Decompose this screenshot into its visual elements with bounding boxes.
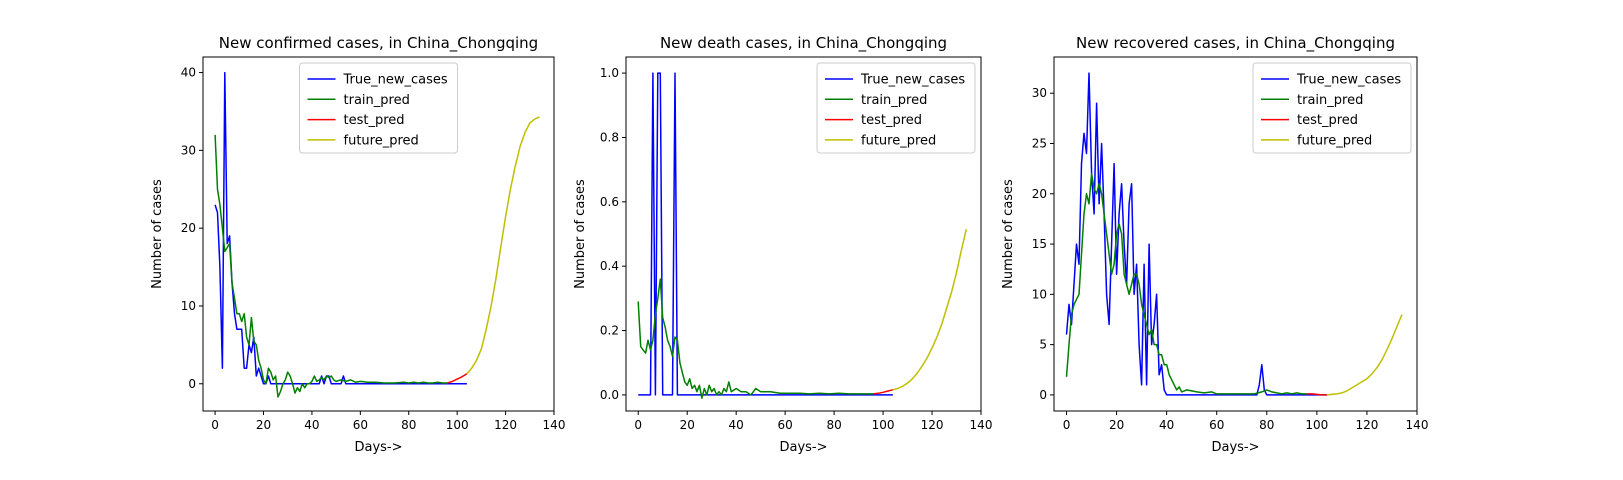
y-tick-label: 5 bbox=[1039, 338, 1047, 352]
series-line-future-pred bbox=[1326, 314, 1403, 396]
legend-entry: True_new_cases bbox=[343, 73, 448, 88]
y-tick-label: 30 bbox=[1032, 86, 1047, 100]
series-line-test-pred bbox=[447, 373, 468, 384]
x-tick-label: 80 bbox=[826, 418, 841, 432]
x-tick-label: 140 bbox=[1406, 418, 1429, 432]
y-tick-label: 0 bbox=[1039, 388, 1047, 402]
y-tick-label: 20 bbox=[181, 221, 196, 235]
series-line-train-pred bbox=[1065, 172, 1307, 395]
chart-confirmed: 0 20 40 60 80 100 120 140 0 10 20 30 40 New confirmed… bbox=[150, 34, 565, 455]
x-tick-label: 60 bbox=[353, 418, 368, 432]
x-tick-label: 120 bbox=[494, 418, 517, 432]
y-tick-label: 40 bbox=[181, 66, 196, 80]
series-line-future-pred bbox=[892, 229, 968, 391]
x-tick-label: 60 bbox=[1209, 418, 1224, 432]
chart-title: New death cases, in China_Chongqing bbox=[660, 34, 947, 53]
axes-frame bbox=[1053, 56, 1418, 412]
y-axis-label: Number of cases bbox=[573, 179, 588, 289]
legend-box bbox=[1252, 62, 1412, 154]
series-line-true-new-cases bbox=[638, 72, 893, 396]
x-tick-label: 120 bbox=[1355, 418, 1378, 432]
y-tick-label: 0 bbox=[188, 377, 196, 391]
x-tick-label: 20 bbox=[256, 418, 271, 432]
y-axis-label: Number of cases bbox=[150, 179, 165, 289]
x-tick-label: 80 bbox=[401, 418, 416, 432]
legend-entry: test_pred bbox=[861, 113, 922, 128]
x-tick-label: 100 bbox=[1305, 418, 1328, 432]
legend-entry: test_pred bbox=[344, 113, 405, 128]
legend-entry: future_pred bbox=[344, 133, 419, 148]
legend-box bbox=[816, 62, 976, 154]
x-tick-label: 60 bbox=[777, 418, 792, 432]
axes-frame bbox=[625, 56, 982, 412]
x-axis-label: Days-> bbox=[354, 440, 402, 455]
x-tick-label: 100 bbox=[872, 418, 895, 432]
y-tick-label: 20 bbox=[1032, 187, 1047, 201]
y-tick-label: 1.0 bbox=[600, 66, 619, 80]
y-tick-label: 25 bbox=[1032, 136, 1047, 150]
x-tick-label: 80 bbox=[1259, 418, 1274, 432]
legend-entry: future_pred bbox=[861, 133, 936, 148]
legend-entry: train_pred bbox=[1297, 93, 1363, 108]
x-tick-label: 20 bbox=[1109, 418, 1124, 432]
series-line-true-new-cases bbox=[1065, 72, 1327, 396]
legend-entry: future_pred bbox=[1297, 133, 1372, 148]
legend: True_new_cases train_pred test_pred future_… bbox=[816, 62, 976, 154]
x-tick-label: 40 bbox=[1159, 418, 1174, 432]
series-line-test-pred bbox=[1306, 393, 1327, 396]
axes-frame bbox=[202, 56, 555, 412]
y-tick-label: 0.0 bbox=[600, 388, 619, 402]
series-line-future-pred bbox=[466, 116, 540, 375]
y-tick-label: 10 bbox=[181, 299, 196, 313]
x-tick-label: 0 bbox=[634, 418, 642, 432]
y-tick-label: 10 bbox=[1032, 287, 1047, 301]
chart-recovered: 0 20 40 60 80 100 120 140 0 5 10 15 20 25 30 New recove… bbox=[1001, 34, 1428, 455]
series-line-test-pred bbox=[873, 389, 894, 395]
y-tick-label: 30 bbox=[181, 143, 196, 157]
x-tick-label: 40 bbox=[304, 418, 319, 432]
series-line-train-pred bbox=[637, 278, 874, 399]
x-tick-label: 40 bbox=[729, 418, 744, 432]
legend-entry: train_pred bbox=[344, 93, 410, 108]
x-tick-label: 140 bbox=[970, 418, 993, 432]
chart-title: New recovered cases, in China_Chongqing bbox=[1076, 34, 1395, 53]
y-tick-label: 0.4 bbox=[600, 259, 619, 273]
y-axis-label: Number of cases bbox=[1001, 179, 1016, 289]
legend-entry: True_new_cases bbox=[860, 73, 965, 88]
legend: True_new_cases train_pred test_pred future_… bbox=[1252, 62, 1412, 154]
x-tick-label: 20 bbox=[680, 418, 695, 432]
chart-title: New confirmed cases, in China_Chongqing bbox=[219, 34, 538, 53]
chart-death: 0 20 40 60 80 100 120 140 0.0 0.2 0.4 0.6 0.8 1.0 New … bbox=[573, 34, 992, 455]
legend-entry: True_new_cases bbox=[1296, 73, 1401, 88]
x-tick-label: 120 bbox=[921, 418, 944, 432]
x-axis-label: Days-> bbox=[779, 440, 827, 455]
y-tick-label: 0.2 bbox=[600, 324, 619, 338]
y-tick-label: 0.6 bbox=[600, 195, 619, 209]
series-line-train-pred bbox=[214, 134, 448, 398]
legend-box bbox=[299, 62, 458, 154]
x-tick-label: 0 bbox=[1063, 418, 1071, 432]
x-tick-label: 140 bbox=[543, 418, 566, 432]
x-tick-label: 0 bbox=[211, 418, 219, 432]
y-tick-label: 15 bbox=[1032, 237, 1047, 251]
y-tick-label: 0.8 bbox=[600, 130, 619, 144]
x-axis-label: Days-> bbox=[1211, 440, 1259, 455]
legend-entry: test_pred bbox=[1297, 113, 1358, 128]
x-tick-label: 100 bbox=[446, 418, 469, 432]
legend: True_new_cases train_pred test_pred future_… bbox=[299, 62, 458, 154]
legend-entry: train_pred bbox=[861, 93, 927, 108]
